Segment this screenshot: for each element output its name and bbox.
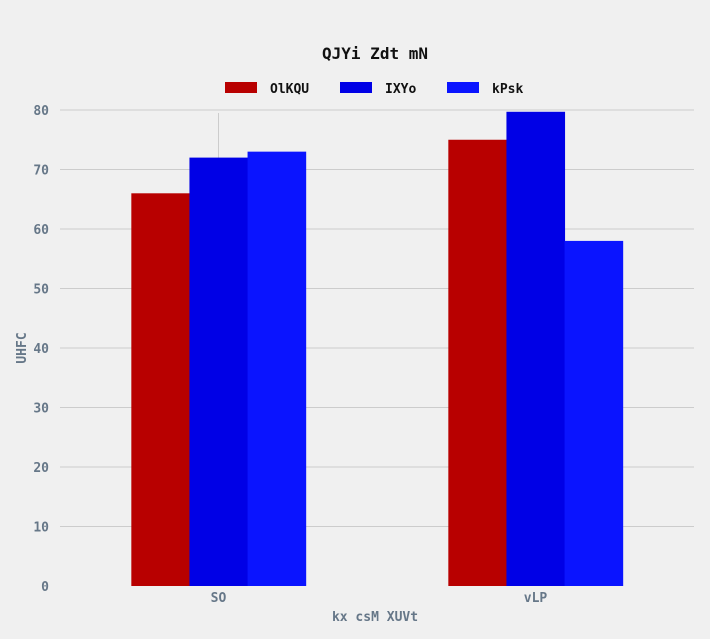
- bar-IXYo-vLP: [506, 112, 565, 586]
- legend-swatch-OlKQU: [225, 82, 257, 93]
- legend-swatch-kPsk: [447, 82, 479, 93]
- bar-kPsk-SO: [248, 152, 307, 586]
- bar-IXYo-SO: [189, 158, 248, 586]
- legend-label-IXYo: IXYo: [385, 82, 416, 97]
- bar-OlKQU-vLP: [448, 140, 507, 586]
- x-tick-label: SO: [211, 591, 227, 606]
- y-axis-label: UHFC: [15, 332, 30, 363]
- y-tick-label: 70: [33, 164, 49, 179]
- legend-label-kPsk: kPsk: [492, 82, 523, 97]
- y-tick-label: 50: [33, 283, 49, 298]
- y-tick-label: 60: [33, 223, 49, 238]
- bar-OlKQU-SO: [131, 193, 190, 586]
- x-axis-label: kx csM XUVt: [332, 610, 418, 625]
- y-tick-label: 20: [33, 461, 49, 476]
- x-tick-label: vLP: [524, 591, 548, 606]
- y-axis-ticks: 0 10 20 30 40 50 60 70 80: [33, 104, 49, 595]
- legend-swatch-IXYo: [340, 82, 372, 93]
- legend-label-OlKQU: OlKQU: [270, 82, 309, 97]
- y-tick-label: 0: [41, 580, 49, 595]
- y-tick-label: 30: [33, 402, 49, 417]
- y-tick-label: 80: [33, 104, 49, 119]
- y-tick-label: 40: [33, 342, 49, 357]
- bar-kPsk-vLP: [565, 241, 624, 586]
- y-tick-label: 10: [33, 521, 49, 536]
- chart-title: QJYi Zdt mN: [322, 44, 428, 63]
